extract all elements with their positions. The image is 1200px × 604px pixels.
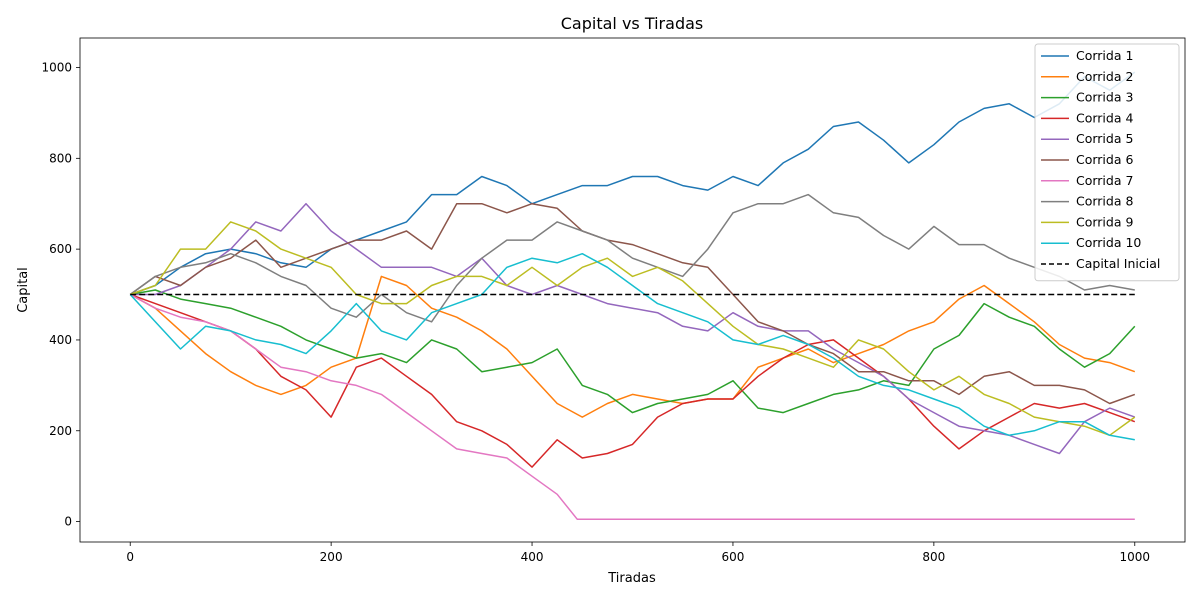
legend-label: Corrida 6 — [1076, 152, 1133, 167]
axes: 0 200 400 600 800 1000 0 200 400 600 800 1000 — [41, 37, 1186, 564]
legend-label: Corrida 5 — [1076, 131, 1133, 146]
y-tick-label: 600 — [49, 242, 72, 256]
series-line-corrida-8 — [129, 193, 1135, 323]
x-tick-label: 400 — [521, 550, 544, 564]
legend-label: Corrida 3 — [1076, 90, 1133, 105]
series-line-corrida-1 — [129, 71, 1136, 296]
series-line-corrida-3 — [130, 289, 1136, 414]
y-tick-label: 0 — [64, 515, 72, 529]
series-line-corrida-2 — [129, 275, 1136, 418]
x-tick-label: 800 — [922, 550, 945, 564]
series-line-corrida-6 — [129, 202, 1136, 405]
x-tick-label: 600 — [722, 550, 745, 564]
x-tick-label: 0 — [126, 550, 134, 564]
y-axis-label: Capital — [16, 267, 31, 313]
legend-label: Corrida 4 — [1076, 110, 1133, 125]
x-tick-label: 1000 — [1119, 550, 1150, 564]
series-line-corrida-5 — [130, 202, 1136, 455]
series-line-corrida-9 — [129, 221, 1136, 437]
series-line-corrida-10 — [129, 252, 1135, 441]
series-line-corrida-7 — [129, 293, 1135, 521]
y-tick-label: 800 — [49, 151, 72, 165]
y-tick-label: 200 — [49, 424, 72, 438]
legend-label: Corrida 10 — [1076, 235, 1141, 250]
plot-frame — [79, 37, 1186, 543]
legend-label: Corrida 8 — [1076, 194, 1133, 209]
y-tick-label: 400 — [49, 333, 72, 347]
legend-label: Corrida 7 — [1076, 173, 1133, 188]
legend: Corrida 1 Corrida 2 Corrida 3 Corrida 4 Corr… — [1034, 43, 1180, 282]
plot-area — [129, 71, 1136, 521]
y-tick-label: 1000 — [41, 61, 72, 75]
legend-label: Corrida 9 — [1076, 214, 1133, 229]
x-tick-label: 200 — [320, 550, 343, 564]
legend-label: Corrida 2 — [1076, 69, 1133, 84]
x-axis-label: Tiradas — [607, 571, 656, 586]
legend-label: Capital Inicial — [1076, 256, 1160, 271]
series-line-corrida-4 — [129, 293, 1136, 468]
legend-box — [1034, 43, 1180, 282]
chart-title: Capital vs Tiradas — [561, 14, 703, 33]
legend-label: Corrida 1 — [1076, 48, 1133, 63]
